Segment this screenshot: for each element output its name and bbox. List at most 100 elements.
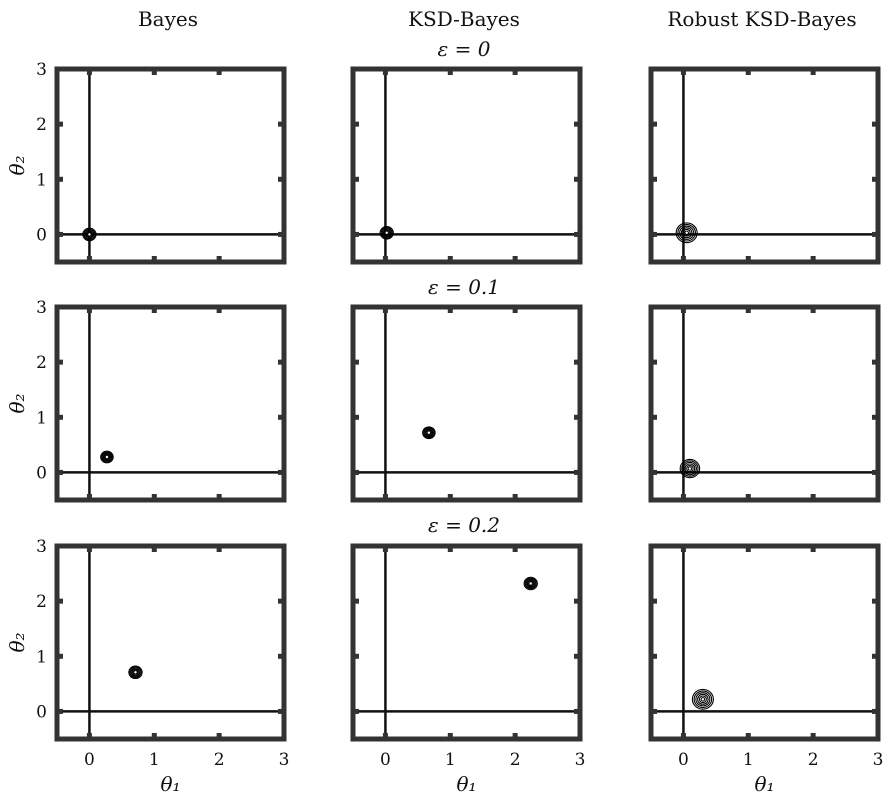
contour-ring <box>695 692 711 707</box>
row-titles: ε = 0 ε = 0.1 ε = 0.2 <box>428 37 500 537</box>
column-titles: Bayes KSD-Bayes Robust KSD-Bayes <box>138 7 857 31</box>
x-tick-label: 1 <box>149 750 160 770</box>
panel-grid: 0 1 2 3 θ₂ 0 1 2 3 θ₂ 0 1 2 3 θ₂ 0 1 2 3 θ₁ 0 1 2 3 θ₁ 0 1 2 3 θ₁ <box>5 60 883 796</box>
contour-center <box>529 582 532 585</box>
y-tick-label: 3 <box>36 537 47 557</box>
contour-center <box>701 698 705 701</box>
x-tick-label: 1 <box>743 750 754 770</box>
contour-center <box>105 455 109 459</box>
contour-ring <box>100 450 114 464</box>
panel-2-2 <box>350 304 583 503</box>
y-tick-label: 2 <box>36 592 47 612</box>
contour-ring <box>679 225 695 240</box>
contour-ring <box>524 577 537 590</box>
panel-frame <box>648 66 881 265</box>
contour-ring <box>424 428 434 438</box>
x-axis-label: θ₁ <box>754 772 774 796</box>
y-axis-label: θ₂ <box>5 632 29 652</box>
x-axis-label: θ₁ <box>456 772 476 796</box>
contour-ring <box>85 230 94 239</box>
contour-center <box>427 431 431 434</box>
contour-ring <box>426 430 432 436</box>
x-tick-label: 2 <box>510 750 521 770</box>
y-tick-label: 2 <box>36 353 47 373</box>
panel-3-2: 0 1 2 3 θ₁ <box>350 543 586 796</box>
contour-ring <box>131 668 140 676</box>
y-tick-label: 1 <box>36 170 47 190</box>
column-title-bayes: Bayes <box>138 7 198 31</box>
contour-ring <box>102 452 112 462</box>
contour-ring <box>101 451 113 463</box>
contour-center <box>688 467 692 470</box>
contour-ring <box>379 226 394 240</box>
contour-ring <box>686 464 694 473</box>
contour-ring <box>687 466 693 471</box>
contour-ring <box>422 426 436 440</box>
contour-ring <box>526 579 535 588</box>
y-tick-label: 2 <box>36 115 47 135</box>
contour-ring <box>682 228 691 237</box>
contour-ring <box>425 429 433 437</box>
contour-ring <box>128 665 143 680</box>
contour-ring <box>82 227 97 242</box>
y-axis-label: θ₂ <box>5 155 29 175</box>
y-tick-label: 1 <box>36 647 47 667</box>
x-tick-label: 0 <box>678 750 689 770</box>
y-tick-label: 3 <box>36 60 47 80</box>
contour-ring <box>423 427 435 439</box>
y-tick-label: 0 <box>36 225 47 245</box>
x-tick-label: 0 <box>380 750 391 770</box>
contour-ring <box>684 463 696 474</box>
y-tick-label: 0 <box>36 463 47 483</box>
contour-ring <box>527 580 534 587</box>
contour-ring <box>698 695 707 704</box>
contour-ring <box>104 454 110 460</box>
panel-2-3 <box>648 304 881 503</box>
y-tick-label: 0 <box>36 702 47 722</box>
contour-ring <box>381 228 392 238</box>
panel-1-2 <box>350 66 583 265</box>
contour-ring <box>103 453 111 461</box>
contour-ring <box>691 688 714 710</box>
contour-ring <box>680 227 693 239</box>
y-tick-label: 3 <box>36 298 47 318</box>
x-tick-label: 3 <box>279 750 290 770</box>
contour-ring <box>682 461 697 476</box>
panel-3-1: 0 1 2 3 θ₂ 0 1 2 3 θ₁ <box>5 537 289 796</box>
row-title-eps-0-1: ε = 0.1 <box>428 275 500 299</box>
contour-ring <box>675 222 698 244</box>
panel-frame <box>648 543 881 742</box>
contour-center <box>685 231 688 234</box>
column-title-ksd-bayes: KSD-Bayes <box>408 7 520 31</box>
x-tick-label: 3 <box>873 750 883 770</box>
contour-ring <box>84 229 95 240</box>
row-title-eps-0-2: ε = 0.2 <box>428 513 500 537</box>
contour-ring <box>681 460 699 477</box>
x-tick-label: 3 <box>575 750 586 770</box>
panel-frame <box>648 304 881 503</box>
contour-ring <box>130 667 141 677</box>
panel-frame <box>54 66 287 265</box>
contour-ring <box>697 693 709 705</box>
contour-ring <box>382 229 391 237</box>
contour-ring <box>693 690 713 709</box>
y-tick-label: 1 <box>36 408 47 428</box>
contour-ring <box>677 223 696 242</box>
contour-ring <box>380 227 393 239</box>
x-tick-label: 2 <box>214 750 225 770</box>
column-title-robust-ksd-bayes: Robust KSD-Bayes <box>667 7 856 31</box>
x-axis-label: θ₁ <box>160 772 180 796</box>
y-axis-label: θ₂ <box>5 393 29 413</box>
contour-center <box>385 231 388 234</box>
panel-2-1: 0 1 2 3 θ₂ <box>5 298 287 503</box>
row-title-eps-0: ε = 0 <box>438 37 491 61</box>
x-tick-label: 2 <box>808 750 819 770</box>
panel-frame <box>350 66 583 265</box>
contour-ring <box>132 669 139 675</box>
contour-ring <box>525 578 536 589</box>
panel-1-1: 0 1 2 3 θ₂ <box>5 60 287 265</box>
panel-frame <box>350 304 583 503</box>
panel-1-3 <box>648 66 881 265</box>
contour-ring <box>83 228 96 241</box>
